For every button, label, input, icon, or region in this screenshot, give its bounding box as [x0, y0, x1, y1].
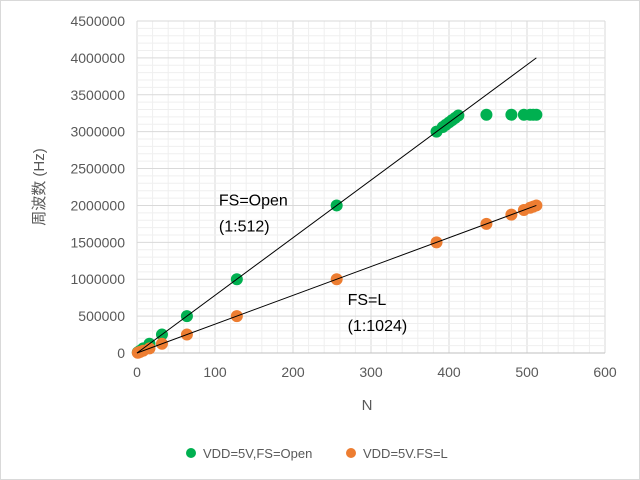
x-tick-label: 0 [133, 364, 141, 380]
x-tick-label: 500 [515, 364, 539, 380]
x-tick-label: 400 [437, 364, 461, 380]
y-tick-label: 500000 [78, 308, 125, 324]
y-tick-label: 1000000 [70, 271, 125, 287]
x-tick-label: 200 [281, 364, 305, 380]
trendline-series-1 [136, 204, 537, 354]
x-tick-label: 300 [359, 364, 383, 380]
trendline-series-0 [136, 57, 537, 354]
x-tick-label: 600 [593, 364, 617, 380]
legend-label: VDD=5V,FS=Open [203, 446, 312, 461]
legend-marker [346, 448, 356, 458]
x-axis-label: N [362, 397, 373, 414]
y-tick-label: 0 [117, 345, 125, 361]
annotation-text: (1:1024) [348, 318, 408, 335]
y-tick-label: 1500000 [70, 234, 125, 250]
legend-marker [186, 448, 196, 458]
y-tick-label: 4500000 [70, 13, 125, 29]
data-point-series-0 [480, 108, 493, 121]
y-tick-label: 2500000 [70, 161, 125, 177]
data-point-series-0 [505, 108, 518, 121]
annotation-text: FS=Open [219, 192, 288, 209]
annotation-text: (1:512) [219, 218, 270, 235]
legend-label: VDD=5V.FS=L [363, 446, 448, 461]
y-tick-label: 2000000 [70, 197, 125, 213]
data-point-series-0 [530, 108, 543, 121]
y-tick-label: 3500000 [70, 87, 125, 103]
y-tick-label: 4000000 [70, 50, 125, 66]
annotation-text: FS=L [348, 292, 387, 309]
x-tick-label: 100 [203, 364, 227, 380]
y-axis-label: 周波数 (Hz) [31, 148, 48, 226]
y-tick-label: 3000000 [70, 124, 125, 140]
